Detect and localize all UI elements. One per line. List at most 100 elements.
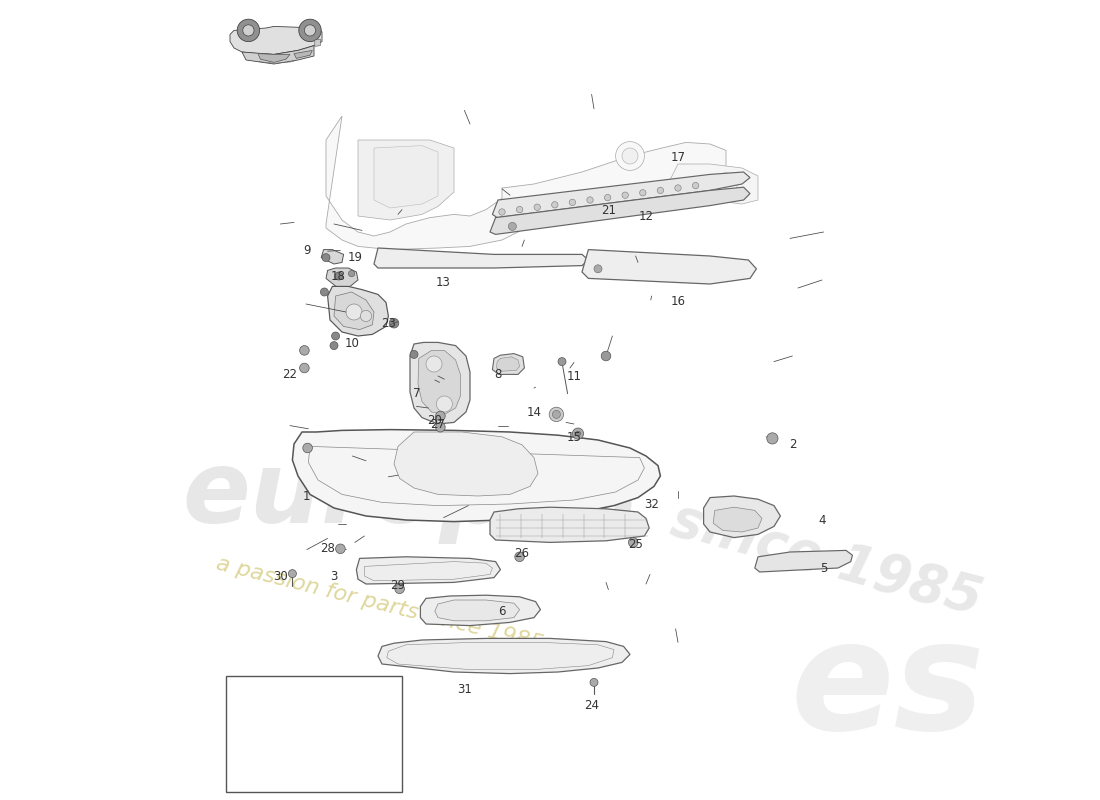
Circle shape xyxy=(515,552,525,562)
Text: 30: 30 xyxy=(273,570,288,582)
Circle shape xyxy=(508,222,516,230)
Text: 9: 9 xyxy=(304,244,310,257)
Polygon shape xyxy=(328,286,388,336)
Circle shape xyxy=(639,190,646,196)
Circle shape xyxy=(334,272,343,280)
Polygon shape xyxy=(420,595,540,626)
Circle shape xyxy=(437,396,452,412)
Circle shape xyxy=(715,173,737,195)
Polygon shape xyxy=(490,187,750,234)
Polygon shape xyxy=(493,172,750,218)
Polygon shape xyxy=(378,638,630,674)
Circle shape xyxy=(604,194,611,201)
Polygon shape xyxy=(358,140,454,220)
Polygon shape xyxy=(230,26,322,54)
Text: 21: 21 xyxy=(601,204,616,217)
Circle shape xyxy=(322,254,330,262)
Circle shape xyxy=(586,197,593,203)
Polygon shape xyxy=(321,250,343,264)
Polygon shape xyxy=(493,354,525,374)
Circle shape xyxy=(361,310,372,322)
Circle shape xyxy=(436,422,446,432)
Circle shape xyxy=(305,25,316,36)
Circle shape xyxy=(410,350,418,358)
Polygon shape xyxy=(496,357,519,371)
Polygon shape xyxy=(258,54,290,62)
Circle shape xyxy=(558,358,566,366)
Text: 2: 2 xyxy=(789,438,796,450)
Circle shape xyxy=(594,265,602,273)
Polygon shape xyxy=(326,268,358,288)
Polygon shape xyxy=(334,292,374,330)
Circle shape xyxy=(243,25,254,36)
Circle shape xyxy=(336,544,345,554)
Polygon shape xyxy=(326,116,726,250)
Text: 14: 14 xyxy=(527,406,541,418)
Circle shape xyxy=(320,288,329,296)
Text: 19: 19 xyxy=(348,251,362,264)
Circle shape xyxy=(288,570,296,578)
Circle shape xyxy=(426,356,442,372)
Text: 11: 11 xyxy=(566,370,582,382)
Circle shape xyxy=(498,209,505,215)
Text: 15: 15 xyxy=(566,431,582,444)
Circle shape xyxy=(395,584,405,594)
Circle shape xyxy=(621,192,628,198)
Text: 18: 18 xyxy=(331,270,345,282)
Circle shape xyxy=(674,185,681,191)
Text: 5: 5 xyxy=(820,562,827,574)
Polygon shape xyxy=(713,507,762,532)
Polygon shape xyxy=(418,350,461,414)
Text: 10: 10 xyxy=(345,338,360,350)
Text: 17: 17 xyxy=(671,151,685,164)
Circle shape xyxy=(549,407,563,422)
Text: 12: 12 xyxy=(638,210,653,222)
Text: 26: 26 xyxy=(515,547,529,560)
Circle shape xyxy=(575,431,581,436)
Text: since 1985: since 1985 xyxy=(666,494,988,626)
Text: 4: 4 xyxy=(818,514,826,526)
Circle shape xyxy=(551,202,558,208)
Polygon shape xyxy=(374,146,438,208)
Circle shape xyxy=(302,443,312,453)
Polygon shape xyxy=(294,50,312,58)
Polygon shape xyxy=(410,342,470,424)
Circle shape xyxy=(569,199,575,206)
Circle shape xyxy=(657,187,663,194)
Circle shape xyxy=(552,410,560,418)
Polygon shape xyxy=(755,550,852,572)
Circle shape xyxy=(436,411,446,421)
Circle shape xyxy=(628,538,638,547)
Text: europes: europes xyxy=(182,447,638,545)
Circle shape xyxy=(534,204,540,210)
Circle shape xyxy=(767,433,778,444)
Text: 27: 27 xyxy=(430,418,446,430)
Text: 29: 29 xyxy=(390,579,406,592)
Polygon shape xyxy=(374,248,588,268)
Polygon shape xyxy=(582,250,757,284)
Polygon shape xyxy=(315,39,320,46)
Text: 24: 24 xyxy=(584,699,600,712)
Circle shape xyxy=(299,346,309,355)
Text: 28: 28 xyxy=(320,542,336,555)
Text: 6: 6 xyxy=(498,605,506,618)
Circle shape xyxy=(590,678,598,686)
Circle shape xyxy=(616,142,645,170)
Circle shape xyxy=(299,363,309,373)
Text: 20: 20 xyxy=(428,414,442,426)
Circle shape xyxy=(349,270,355,277)
Circle shape xyxy=(692,182,698,189)
Text: es: es xyxy=(790,614,984,762)
Polygon shape xyxy=(394,432,538,496)
Text: 23: 23 xyxy=(381,317,396,330)
Text: 16: 16 xyxy=(671,295,685,308)
Text: 13: 13 xyxy=(437,276,451,289)
Circle shape xyxy=(346,304,362,320)
Circle shape xyxy=(621,148,638,164)
Text: 22: 22 xyxy=(283,368,297,381)
Circle shape xyxy=(516,206,522,213)
Polygon shape xyxy=(490,507,649,542)
Polygon shape xyxy=(670,164,758,204)
Circle shape xyxy=(602,351,610,361)
Text: 7: 7 xyxy=(412,387,420,400)
